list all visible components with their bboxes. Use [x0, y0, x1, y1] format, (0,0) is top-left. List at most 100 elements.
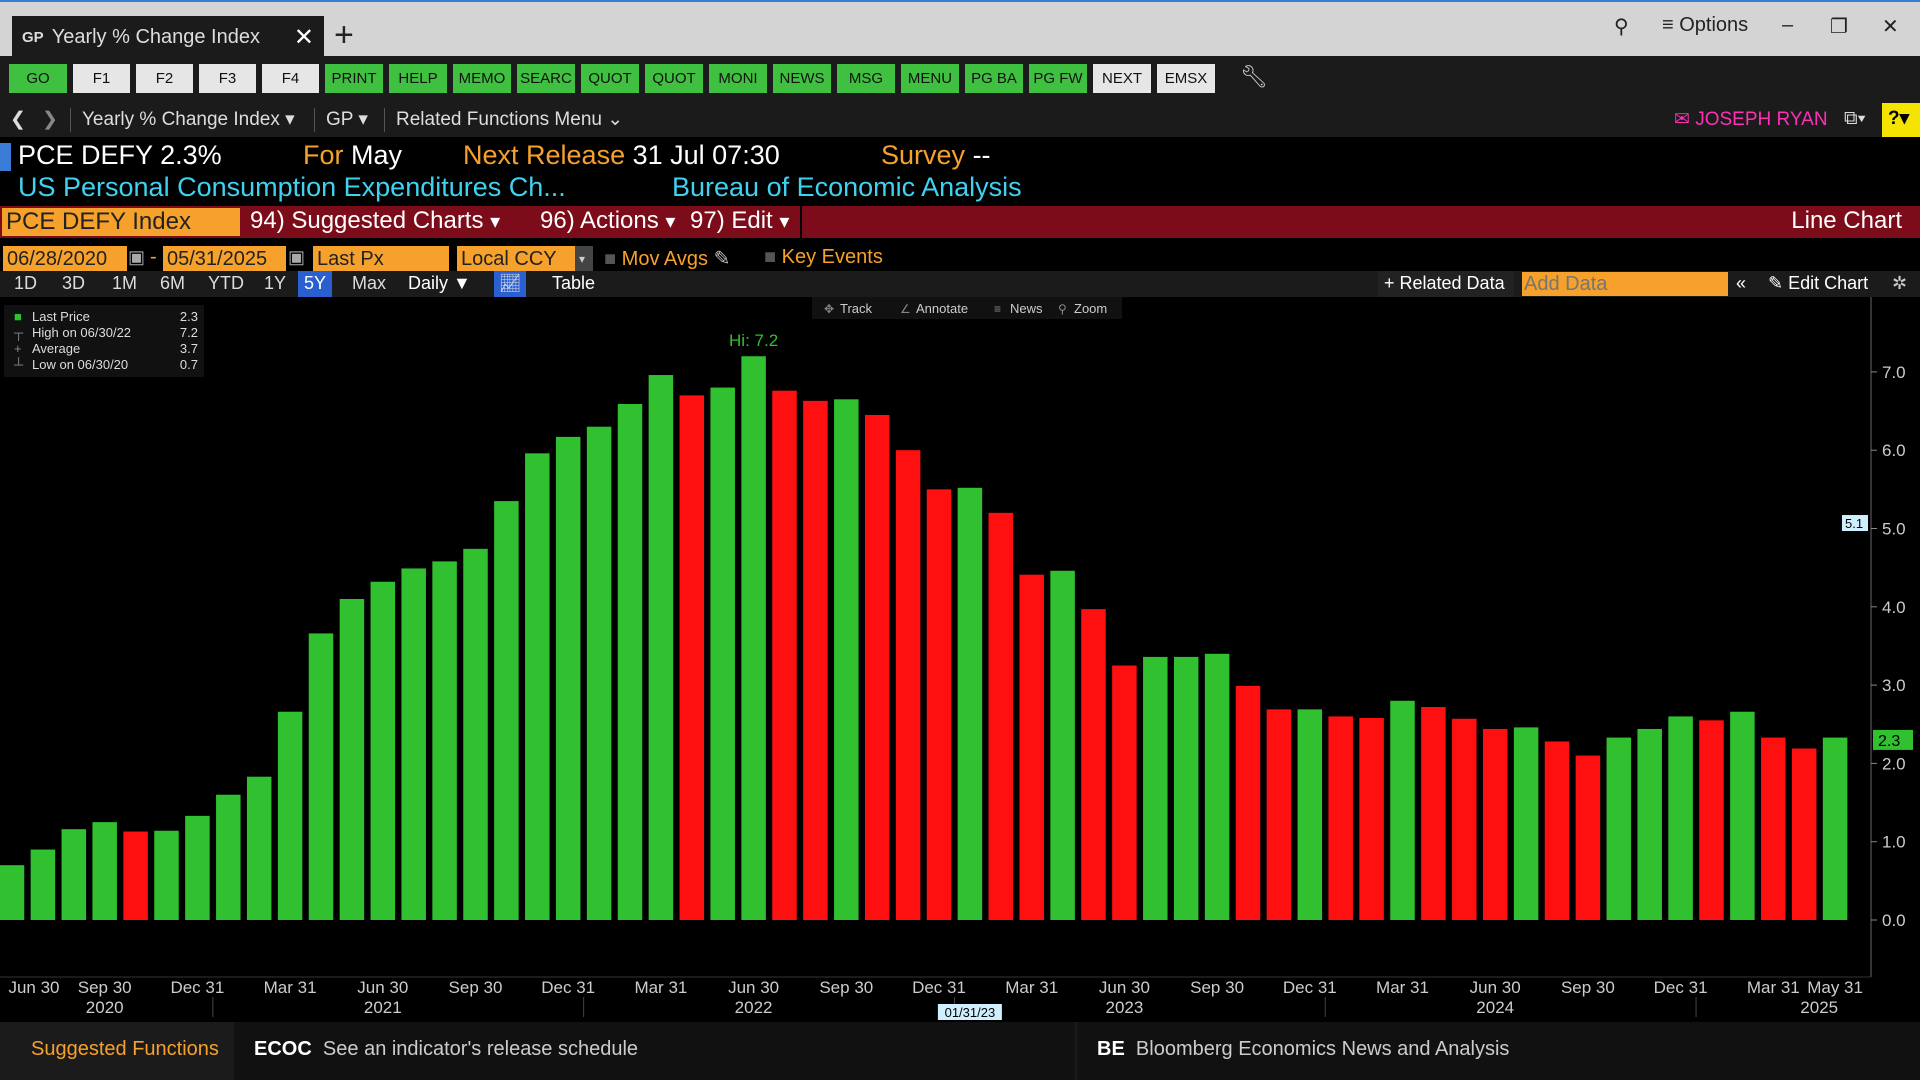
- help-button[interactable]: ?▾: [1882, 103, 1920, 137]
- tool-zoom[interactable]: Zoom: [1074, 301, 1107, 316]
- mov-avgs-checkbox[interactable]: ■ Mov Avgs ✎: [604, 248, 731, 270]
- field-select[interactable]: Last Px: [313, 246, 449, 272]
- fkey-help[interactable]: HELP: [389, 64, 447, 93]
- add-data-input[interactable]: [1522, 272, 1728, 296]
- bar[interactable]: [1699, 720, 1724, 920]
- bar[interactable]: [370, 581, 396, 920]
- fkey-go[interactable]: GO: [9, 64, 67, 93]
- bar[interactable]: [1730, 711, 1755, 920]
- bar[interactable]: [895, 450, 921, 920]
- bar[interactable]: [308, 633, 334, 920]
- bar[interactable]: [1235, 685, 1261, 920]
- actions-menu[interactable]: 96) Actions ▾: [540, 207, 676, 234]
- fkey-news[interactable]: NEWS: [773, 64, 831, 93]
- bar[interactable]: [772, 390, 797, 920]
- period-1m[interactable]: 1M: [112, 273, 138, 293]
- bar[interactable]: [494, 501, 519, 920]
- bar[interactable]: [1513, 727, 1539, 920]
- bar[interactable]: [432, 561, 457, 920]
- settings-gear-icon[interactable]: ✲: [1892, 273, 1908, 293]
- bar[interactable]: [1452, 718, 1477, 920]
- bar[interactable]: [617, 404, 643, 920]
- bar[interactable]: [463, 548, 488, 920]
- fkey-print[interactable]: PRINT: [325, 64, 383, 93]
- annotate-icon[interactable]: ∠: [900, 302, 911, 316]
- period-1d[interactable]: 1D: [14, 273, 38, 293]
- screen-share-icon[interactable]: ⧉▾: [1844, 108, 1866, 129]
- new-tab-button[interactable]: +: [334, 16, 354, 54]
- bar[interactable]: [1482, 728, 1508, 920]
- key-events-checkbox[interactable]: ■ Key Events: [764, 246, 883, 268]
- period-3d[interactable]: 3D: [62, 273, 86, 293]
- period-5y[interactable]: 5Y: [298, 271, 333, 297]
- fkey-searc[interactable]: SEARC: [517, 64, 575, 93]
- bar[interactable]: [92, 822, 117, 920]
- collapse-icon[interactable]: «: [1736, 273, 1747, 293]
- bar[interactable]: [1544, 741, 1570, 920]
- bar[interactable]: [586, 426, 612, 920]
- bar[interactable]: [1050, 570, 1075, 920]
- edit-chart-button[interactable]: ✎ Edit Chart: [1768, 273, 1869, 293]
- table-button[interactable]: Table: [552, 273, 596, 293]
- currency-dropdown-icon[interactable]: ▾: [575, 246, 593, 272]
- bar[interactable]: [0, 865, 25, 920]
- forward-icon[interactable]: ❯: [42, 109, 58, 130]
- bar[interactable]: [401, 568, 426, 920]
- bar[interactable]: [648, 375, 674, 920]
- fkey-quot[interactable]: QUOT: [581, 64, 639, 93]
- fkey-next[interactable]: NEXT: [1093, 64, 1151, 93]
- bar[interactable]: [1143, 656, 1168, 920]
- bar[interactable]: [1761, 737, 1786, 920]
- bar[interactable]: [1575, 755, 1601, 920]
- search-icon[interactable]: ⚲: [1614, 16, 1629, 38]
- fkey-memo[interactable]: MEMO: [453, 64, 511, 93]
- bar[interactable]: [1204, 653, 1230, 920]
- bar[interactable]: [1421, 707, 1446, 920]
- tool-news[interactable]: News: [1010, 301, 1043, 316]
- security-index-field[interactable]: PCE DEFY Index: [2, 208, 240, 236]
- minimize-icon[interactable]: –: [1782, 14, 1794, 36]
- bar[interactable]: [555, 436, 581, 920]
- end-date-input[interactable]: 05/31/2025: [163, 246, 286, 272]
- fkey-f4[interactable]: F4: [262, 64, 319, 93]
- bar[interactable]: [1112, 665, 1137, 920]
- bar[interactable]: [185, 815, 210, 920]
- fkey-msg[interactable]: MSG: [837, 64, 895, 93]
- bar[interactable]: [1390, 700, 1415, 920]
- period-ytd[interactable]: YTD: [208, 273, 244, 293]
- calendar-icon[interactable]: ▣: [288, 247, 306, 267]
- bar[interactable]: [216, 794, 241, 920]
- tool-annotate[interactable]: Annotate: [916, 301, 968, 316]
- close-window-icon[interactable]: ✕: [1882, 16, 1899, 38]
- tool-track[interactable]: Track: [840, 301, 873, 316]
- news-icon[interactable]: ≡: [994, 302, 1001, 316]
- bar[interactable]: [1791, 748, 1817, 920]
- calendar-icon[interactable]: ▣: [128, 247, 146, 267]
- fkey-f2[interactable]: F2: [136, 64, 193, 93]
- bar[interactable]: [957, 487, 983, 920]
- bar[interactable]: [741, 356, 766, 920]
- bar[interactable]: [1328, 716, 1353, 920]
- bar[interactable]: [834, 399, 859, 920]
- fkey-quot[interactable]: QUOT: [645, 64, 703, 93]
- fkey-pg-fw[interactable]: PG FW: [1029, 64, 1087, 93]
- bar[interactable]: [246, 776, 272, 920]
- period-max[interactable]: Max: [352, 273, 387, 293]
- tab-yearly-change-index[interactable]: GP Yearly % Change Index ✕: [12, 16, 324, 58]
- bar[interactable]: [1019, 574, 1044, 920]
- gp-dropdown[interactable]: GP ▾: [326, 109, 368, 130]
- bar[interactable]: [988, 512, 1014, 920]
- bar[interactable]: [30, 849, 56, 920]
- period-1y[interactable]: 1Y: [264, 273, 287, 293]
- bar[interactable]: [1637, 728, 1662, 920]
- bar[interactable]: [61, 829, 87, 920]
- bar[interactable]: [1266, 709, 1292, 920]
- bar[interactable]: [1081, 609, 1106, 920]
- bar[interactable]: [339, 598, 365, 920]
- fkey-f3[interactable]: F3: [199, 64, 256, 93]
- fkey-moni[interactable]: MONI: [709, 64, 767, 93]
- suggested-function-be[interactable]: BE Bloomberg Economics News and Analysis: [1077, 1022, 1920, 1080]
- fkey-f1[interactable]: F1: [73, 64, 130, 93]
- zoom-icon[interactable]: ⚲: [1058, 302, 1067, 316]
- bar[interactable]: [1668, 716, 1693, 920]
